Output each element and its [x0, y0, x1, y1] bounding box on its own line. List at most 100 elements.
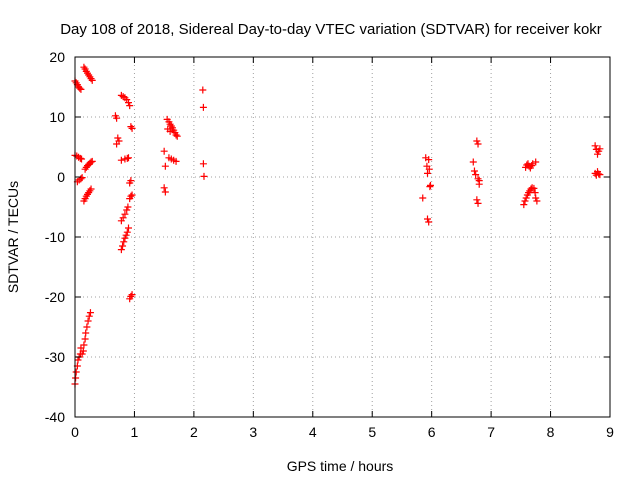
data-point [591, 142, 599, 150]
y-axis-label: SDTVAR / TECUs [5, 181, 21, 293]
data-point [522, 194, 530, 202]
data-point [78, 155, 86, 163]
data-point [87, 185, 95, 193]
data-point [533, 197, 541, 205]
x-tick-label: 7 [487, 424, 495, 440]
y-tick-label: 10 [49, 109, 65, 125]
data-point [475, 180, 483, 188]
data-point [160, 147, 168, 155]
gridlines [75, 57, 610, 417]
x-tick-label: 9 [606, 424, 614, 440]
data-point [78, 174, 86, 182]
data-point [83, 323, 91, 331]
data-point [81, 335, 89, 343]
data-point [596, 145, 604, 153]
data-point [79, 347, 87, 355]
data-point [122, 231, 130, 239]
data-point [172, 131, 180, 139]
chart-title: Day 108 of 2018, Sidereal Day-to-day VTE… [60, 21, 602, 38]
data-point [128, 124, 136, 132]
data-point [77, 175, 85, 183]
data-point [473, 137, 481, 145]
data-point [78, 350, 86, 358]
data-point [126, 102, 134, 110]
data-point [532, 194, 540, 202]
data-point [426, 181, 434, 189]
data-point [521, 197, 529, 205]
data-point [82, 329, 90, 337]
x-tick-label: 4 [309, 424, 317, 440]
data-point [88, 76, 96, 84]
data-point [117, 246, 125, 254]
y-tick-label: 0 [57, 169, 65, 185]
x-tick-label: 3 [249, 424, 257, 440]
data-point [113, 140, 121, 148]
x-tick-label: 8 [547, 424, 555, 440]
data-point [425, 218, 433, 226]
data-point [166, 127, 174, 135]
data-point [72, 368, 80, 376]
data-point [520, 201, 528, 209]
data-point [125, 99, 132, 107]
data-point [469, 158, 477, 166]
data-point [474, 175, 482, 183]
data-point [425, 165, 433, 173]
data-point [419, 194, 427, 202]
data-point [76, 84, 84, 92]
x-tick-label: 1 [131, 424, 139, 440]
data-point [474, 140, 482, 148]
data-point [532, 158, 540, 166]
data-point [424, 169, 432, 177]
data-point [121, 210, 129, 218]
data-point [172, 157, 180, 165]
data-point [84, 317, 92, 325]
data-point [86, 309, 94, 317]
data-points [71, 63, 604, 388]
y-tick-label: -40 [45, 409, 65, 425]
data-point [474, 199, 482, 207]
data-point [88, 157, 96, 165]
x-tick-label: 0 [71, 424, 79, 440]
x-tick-label: 2 [190, 424, 198, 440]
data-point [473, 196, 481, 204]
data-point [199, 103, 207, 111]
data-point [127, 192, 135, 200]
data-point [77, 85, 85, 93]
data-point [424, 215, 432, 223]
data-point [199, 86, 207, 94]
y-axis-ticks: -40 -30 -20 -10 0 10 20 [45, 49, 610, 425]
y-tick-label: -10 [45, 229, 65, 245]
data-point [173, 132, 181, 140]
data-point [199, 160, 207, 168]
y-tick-label: 20 [49, 49, 65, 65]
y-tick-label: -30 [45, 349, 65, 365]
data-point [596, 171, 604, 179]
data-point [85, 312, 93, 320]
data-point [200, 172, 208, 180]
data-point [125, 224, 132, 232]
data-point [127, 123, 135, 131]
data-point [72, 374, 80, 382]
x-axis-ticks: 0 1 2 3 4 5 6 7 8 9 [71, 57, 614, 440]
data-point [128, 191, 136, 199]
data-point [470, 167, 478, 175]
data-point [161, 162, 169, 170]
data-point [120, 238, 128, 246]
data-point [160, 184, 168, 192]
data-point [594, 150, 602, 158]
data-point [113, 114, 121, 122]
x-tick-label: 5 [368, 424, 376, 440]
y-tick-label: -20 [45, 289, 65, 305]
data-point [530, 184, 538, 192]
data-point [74, 356, 82, 364]
data-point [124, 203, 132, 211]
data-point [80, 341, 88, 349]
data-point [127, 177, 135, 185]
data-point [125, 154, 132, 162]
data-point [119, 242, 127, 250]
data-point [472, 171, 480, 179]
data-point [425, 156, 433, 164]
x-axis-label: GPS time / hours [287, 458, 394, 474]
data-point [117, 156, 125, 164]
data-point [161, 188, 169, 196]
